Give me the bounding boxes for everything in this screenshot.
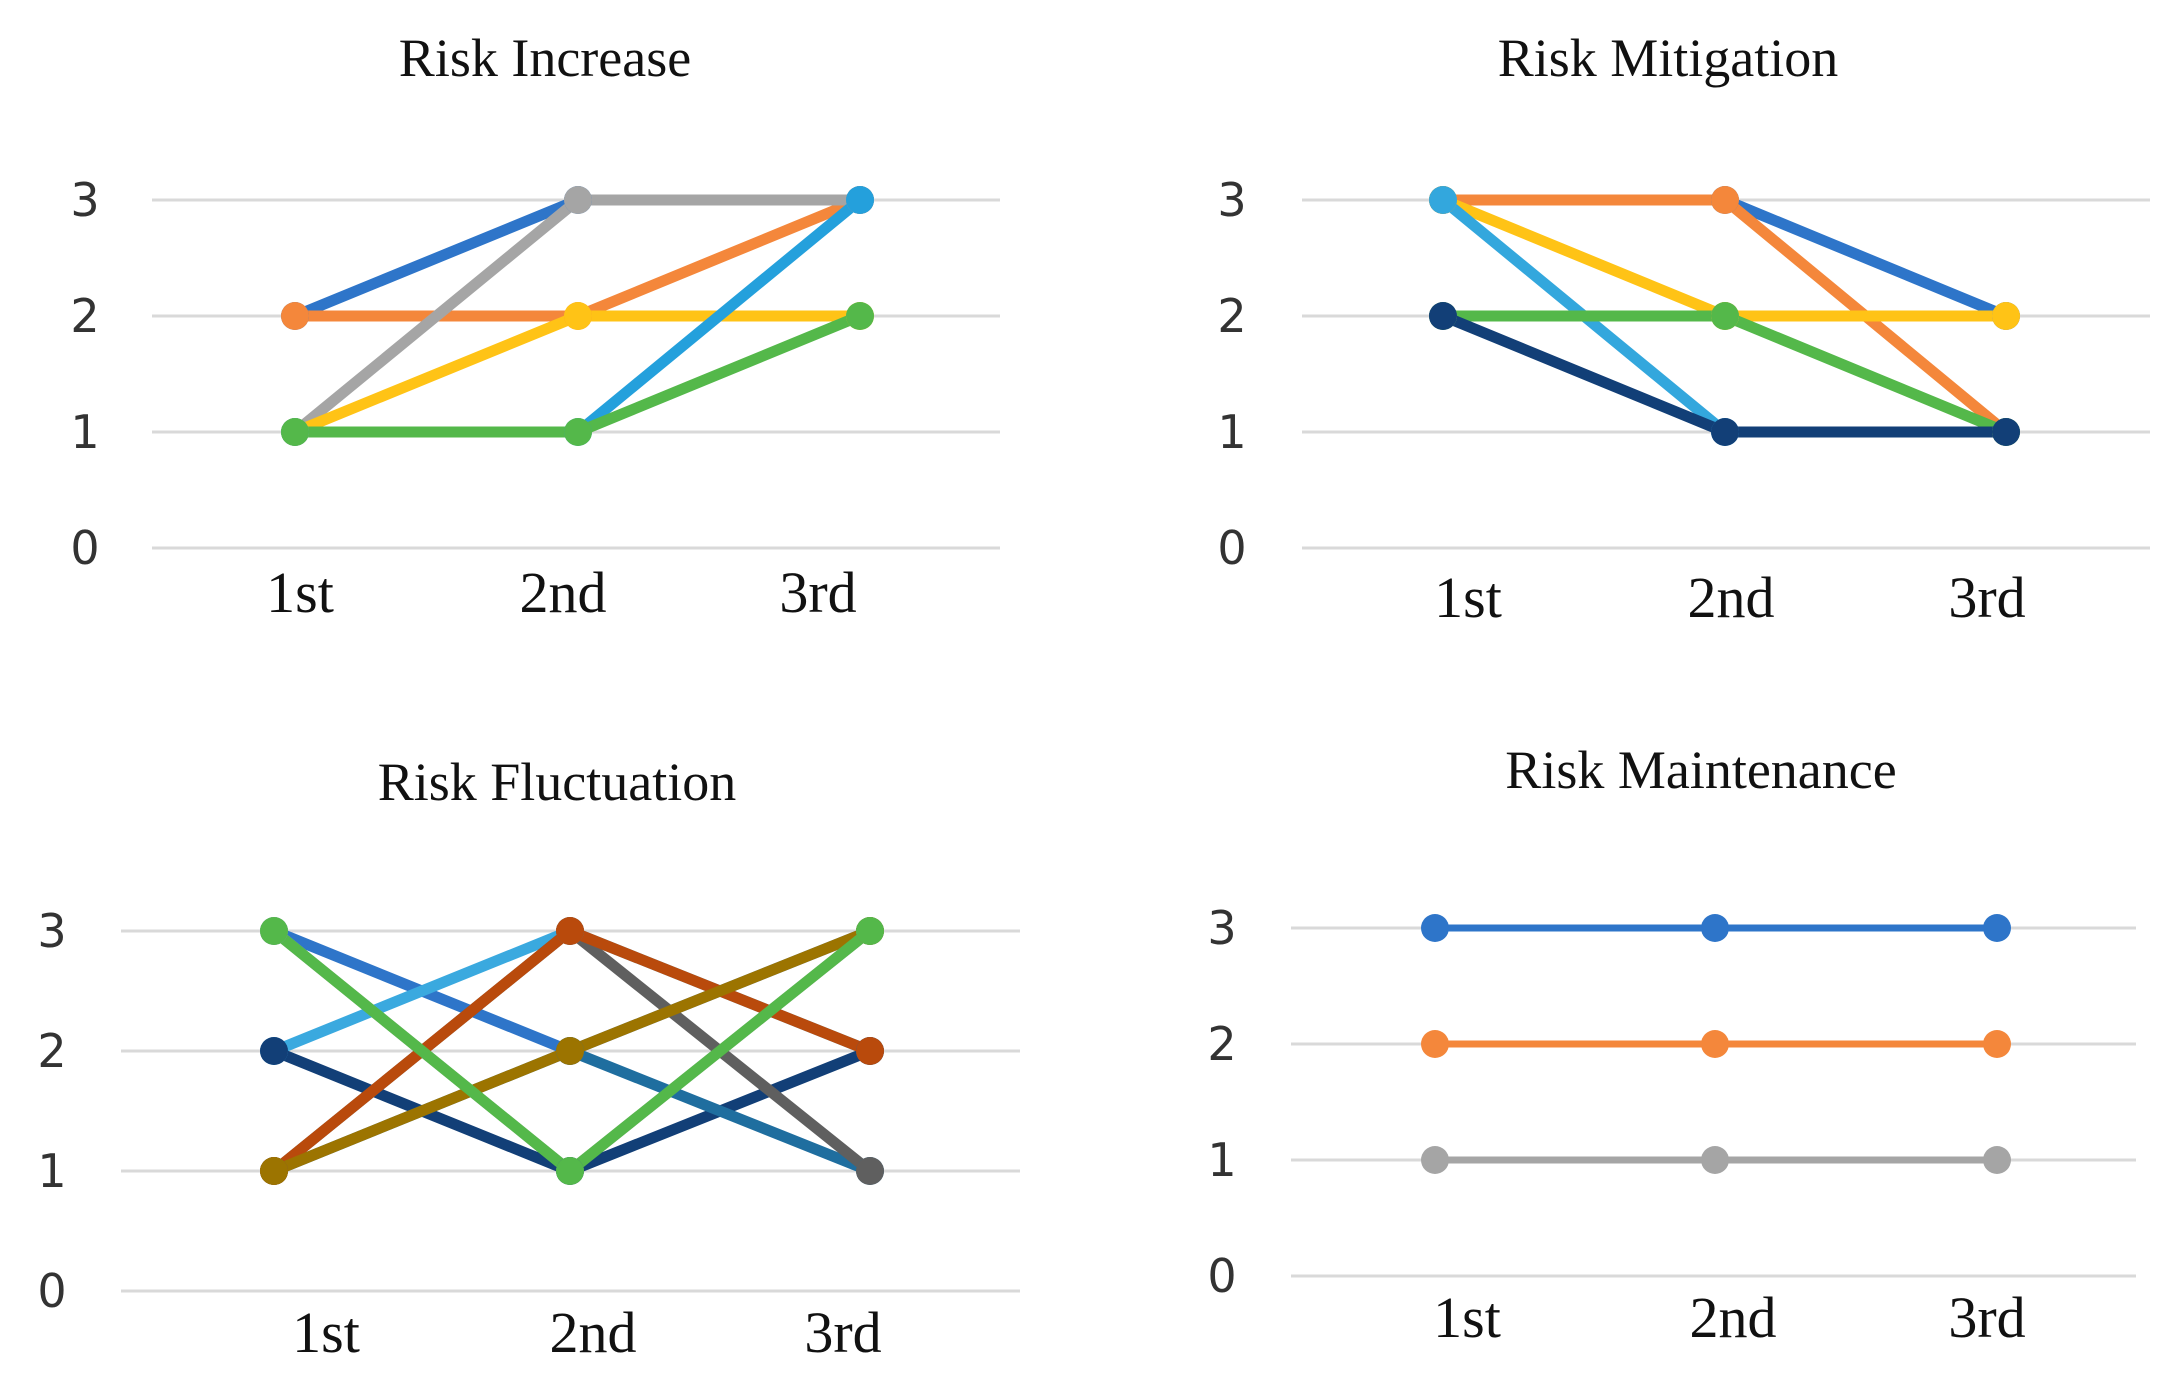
- risk-mitigation-chart: Risk Mitigation 0 1 2 3 1st 2nd 3rd: [1217, 28, 2150, 630]
- data-point: [260, 1157, 288, 1185]
- series-line: [1437, 194, 2012, 322]
- x-tick-label: 1st: [1433, 1285, 1501, 1350]
- y-tick-label: 0: [1207, 1249, 1236, 1303]
- risk-increase-chart: Risk Increase 0 1 2 3 1st 2nd 3rd: [70, 28, 1000, 625]
- y-tick-label: 1: [1207, 1133, 1236, 1187]
- chart-title: Risk Mitigation: [1498, 28, 1839, 88]
- series-line: [268, 925, 876, 1057]
- y-tick-label: 1: [1217, 405, 1246, 459]
- y-tick-label: 0: [1217, 521, 1246, 575]
- data-point: [856, 917, 884, 945]
- series-line: [1437, 310, 2012, 438]
- risk-fluctuation-chart: Risk Fluctuation 0 1 2 3 1st 2nd 3rd: [37, 752, 1020, 1365]
- data-point: [1701, 1030, 1729, 1058]
- series-line: [289, 310, 866, 438]
- data-point: [1992, 418, 2020, 446]
- series-line: [1437, 194, 2012, 322]
- data-point: [856, 1157, 884, 1185]
- series-line: [268, 1045, 876, 1177]
- data-point: [1983, 1146, 2011, 1174]
- y-tick-label: 3: [1217, 173, 1246, 227]
- data-point: [260, 917, 288, 945]
- data-point: [1983, 1030, 2011, 1058]
- data-point: [556, 1037, 584, 1065]
- data-point: [281, 302, 309, 330]
- y-tick-label: 2: [1207, 1017, 1236, 1071]
- data-point: [281, 418, 309, 446]
- data-point: [846, 302, 874, 330]
- data-point: [564, 302, 592, 330]
- data-point: [556, 917, 584, 945]
- x-tick-label: 3rd: [1948, 565, 2025, 630]
- chart-title: Risk Fluctuation: [378, 752, 737, 812]
- y-tick-label: 2: [37, 1024, 66, 1078]
- data-point: [1983, 914, 2011, 942]
- data-point: [1992, 302, 2020, 330]
- series-line: [289, 194, 866, 322]
- y-tick-label: 3: [1207, 901, 1236, 955]
- series-line: [1437, 310, 2012, 438]
- series-line: [268, 1045, 876, 1177]
- y-tick-label: 2: [70, 289, 99, 343]
- data-point: [856, 1037, 884, 1065]
- data-point: [1701, 914, 1729, 942]
- data-point: [564, 418, 592, 446]
- chart-title: Risk Increase: [399, 28, 691, 88]
- data-point: [564, 186, 592, 214]
- y-tick-label: 1: [70, 405, 99, 459]
- y-tick-label: 2: [1217, 289, 1246, 343]
- data-point: [1711, 186, 1739, 214]
- data-point: [1421, 1146, 1449, 1174]
- data-point: [846, 186, 874, 214]
- x-tick-label: 1st: [292, 1300, 360, 1365]
- x-tick-label: 3rd: [804, 1300, 881, 1365]
- x-tick-label: 1st: [1434, 565, 1502, 630]
- data-point: [1421, 1030, 1449, 1058]
- y-tick-label: 0: [37, 1264, 66, 1318]
- x-tick-label: 1st: [266, 560, 334, 625]
- x-tick-label: 3rd: [779, 560, 856, 625]
- y-tick-label: 0: [70, 521, 99, 575]
- data-point: [1711, 418, 1739, 446]
- y-tick-label: 3: [70, 173, 99, 227]
- x-tick-label: 2nd: [550, 1300, 637, 1365]
- x-tick-label: 2nd: [520, 560, 607, 625]
- data-point: [556, 1157, 584, 1185]
- data-point: [1429, 186, 1457, 214]
- x-tick-label: 2nd: [1688, 565, 1775, 630]
- data-point: [1701, 1146, 1729, 1174]
- data-point: [1421, 914, 1449, 942]
- data-point: [260, 1037, 288, 1065]
- chart-title: Risk Maintenance: [1505, 740, 1896, 800]
- series-line: [289, 310, 866, 438]
- y-tick-label: 3: [37, 904, 66, 958]
- series-line: [289, 194, 866, 322]
- data-point: [1711, 302, 1739, 330]
- series-line: [268, 925, 876, 1057]
- y-tick-label: 1: [37, 1144, 66, 1198]
- data-point: [1429, 302, 1457, 330]
- x-tick-label: 3rd: [1948, 1285, 2025, 1350]
- x-tick-label: 2nd: [1690, 1285, 1777, 1350]
- risk-maintenance-chart: Risk Maintenance 0 1 2 3 1st 2nd 3rd: [1207, 740, 2136, 1350]
